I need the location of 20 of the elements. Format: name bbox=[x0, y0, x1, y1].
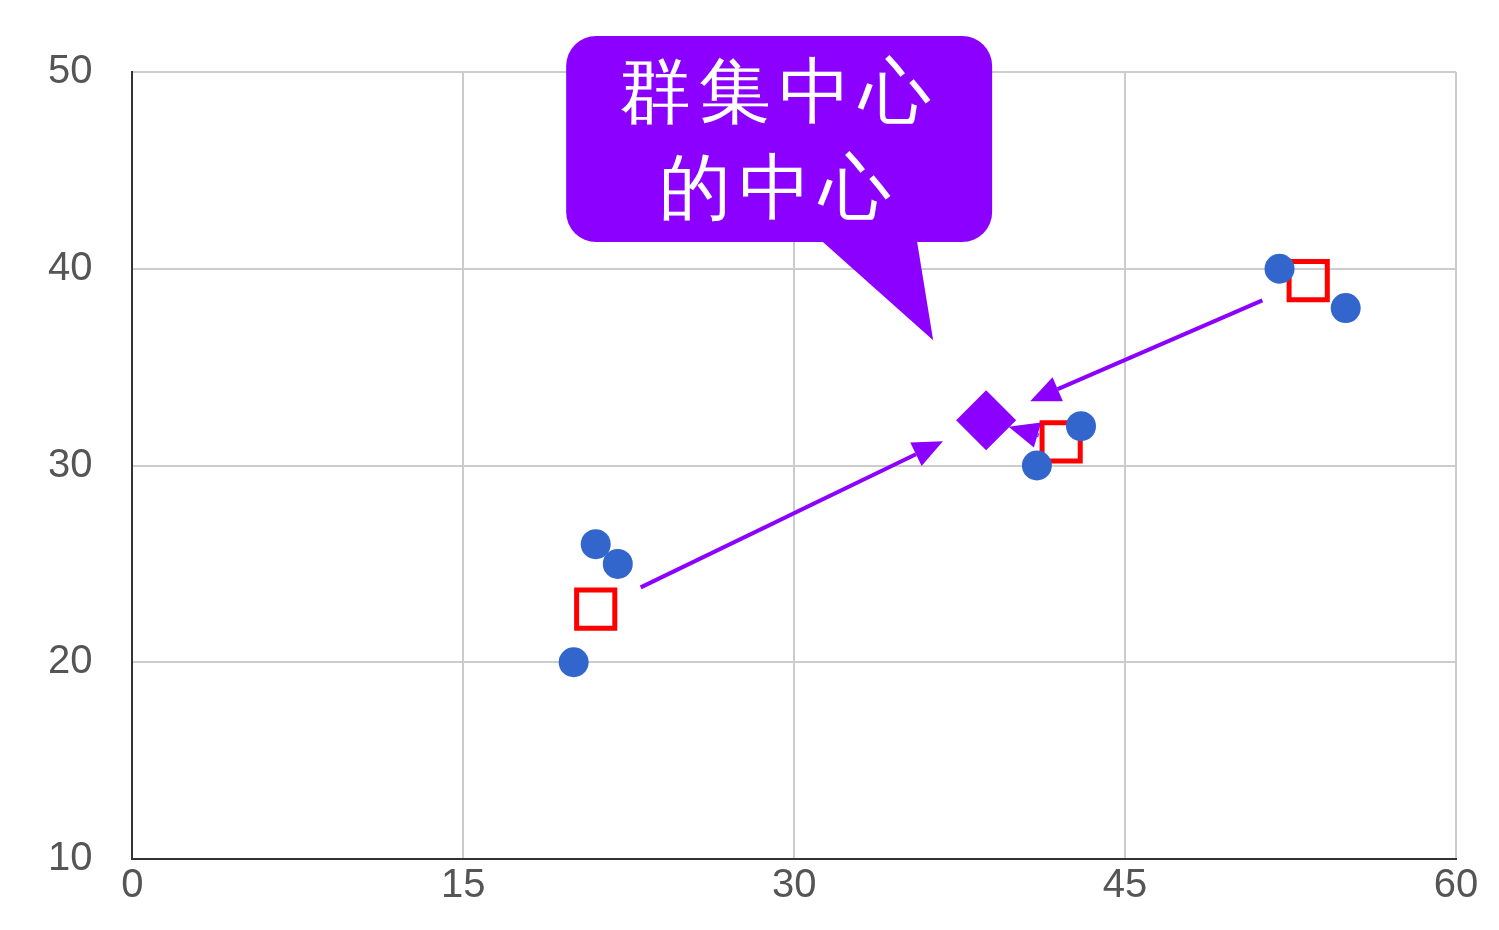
x-tick-label: 0 bbox=[121, 861, 144, 906]
point bbox=[558, 647, 589, 678]
x-tick-label: 15 bbox=[441, 861, 486, 906]
y-tick-label: 30 bbox=[47, 440, 93, 485]
point bbox=[956, 390, 1017, 451]
x-tick-label: 60 bbox=[1433, 861, 1479, 906]
y-tick-label: 40 bbox=[47, 243, 93, 288]
point bbox=[1021, 450, 1052, 481]
point bbox=[1066, 411, 1097, 442]
point bbox=[580, 529, 611, 560]
y-tick-label: 10 bbox=[47, 834, 93, 879]
y-tick-label: 50 bbox=[47, 47, 93, 92]
x-tick-label: 45 bbox=[1102, 861, 1148, 906]
y-tick-label: 20 bbox=[47, 637, 93, 682]
point bbox=[1330, 293, 1361, 324]
point bbox=[574, 587, 618, 631]
annotation: 群集中心的中心 bbox=[618, 48, 941, 231]
x-tick-label: 30 bbox=[772, 861, 817, 906]
point bbox=[602, 548, 633, 579]
point bbox=[1264, 253, 1295, 284]
